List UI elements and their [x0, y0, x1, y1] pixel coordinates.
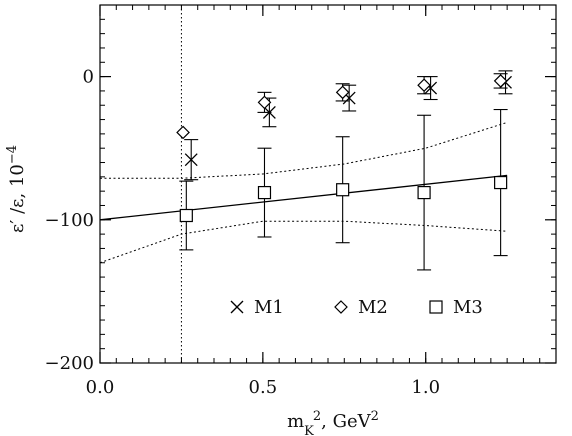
- m1-marker-stroke-b: [342, 91, 356, 105]
- m1-marker-stroke-b: [184, 153, 198, 167]
- minor-ticks: [99, 4, 557, 364]
- fit-line-layer: [99, 174, 508, 221]
- y-axis-title: ε′ /ε, 10−4: [5, 145, 29, 233]
- fit-line: [99, 174, 508, 221]
- m3-marker: [494, 175, 508, 190]
- confidence-band-lower: [99, 220, 508, 264]
- legend-item-m3: M3: [429, 297, 483, 318]
- legend: M1 M2 M3: [230, 297, 483, 318]
- m3-data-point: [335, 136, 350, 244]
- m2-data-point: [335, 83, 350, 102]
- legend-item-m1: M1: [230, 297, 284, 318]
- plot-border: [99, 4, 557, 364]
- y-tick-label: −100: [45, 210, 94, 231]
- m1-marker-stroke-b: [424, 81, 438, 95]
- legend-m1-marker-stroke-b: [230, 300, 244, 314]
- m3-marker: [417, 185, 431, 200]
- y-tick-labels: 0 −100 −200: [45, 67, 94, 374]
- legend-m2-marker: [334, 300, 348, 314]
- series-m3: [179, 108, 508, 271]
- m3-marker: [179, 208, 193, 223]
- m3-marker: [257, 185, 272, 200]
- confidence-band-layer: [99, 121, 508, 264]
- m1-data-point: [342, 84, 357, 112]
- major-ticks: [99, 5, 556, 364]
- m2-marker: [493, 74, 508, 88]
- m2-marker: [176, 125, 190, 140]
- x-tick-labels: 0.0 0.5 1.0: [86, 377, 440, 398]
- legend-label-m3: M3: [453, 297, 483, 318]
- m3-marker: [336, 183, 350, 197]
- y-tick-label: 0: [83, 67, 94, 88]
- m2-data-point: [257, 91, 272, 113]
- x-axis-title: mK2, GeV2: [287, 409, 379, 436]
- series-m2: [176, 73, 508, 140]
- series-layer: [176, 70, 513, 271]
- legend-item-m2: M2: [334, 297, 388, 318]
- m3-data-point: [179, 180, 194, 251]
- x-tick-label: 0.5: [249, 377, 278, 398]
- confidence-band-upper: [100, 121, 508, 179]
- m2-data-point: [493, 73, 508, 89]
- m2-data-point: [417, 76, 432, 95]
- m2-marker: [257, 95, 272, 110]
- legend-label-m2: M2: [358, 297, 388, 318]
- x-tick-label: 0.0: [86, 377, 115, 398]
- m2-marker: [417, 78, 431, 93]
- m2-data-point: [176, 125, 190, 140]
- m3-data-point: [493, 108, 508, 257]
- m1-data-point: [184, 139, 199, 181]
- m3-data-point: [257, 147, 272, 238]
- plot-frame: [99, 4, 557, 364]
- y-tick-label: −200: [45, 353, 94, 374]
- legend-m3-marker: [429, 300, 443, 314]
- legend-label-m1: M1: [254, 297, 284, 318]
- m3-data-point: [417, 114, 432, 271]
- x-tick-label: 1.0: [411, 377, 440, 398]
- m2-marker: [335, 85, 350, 100]
